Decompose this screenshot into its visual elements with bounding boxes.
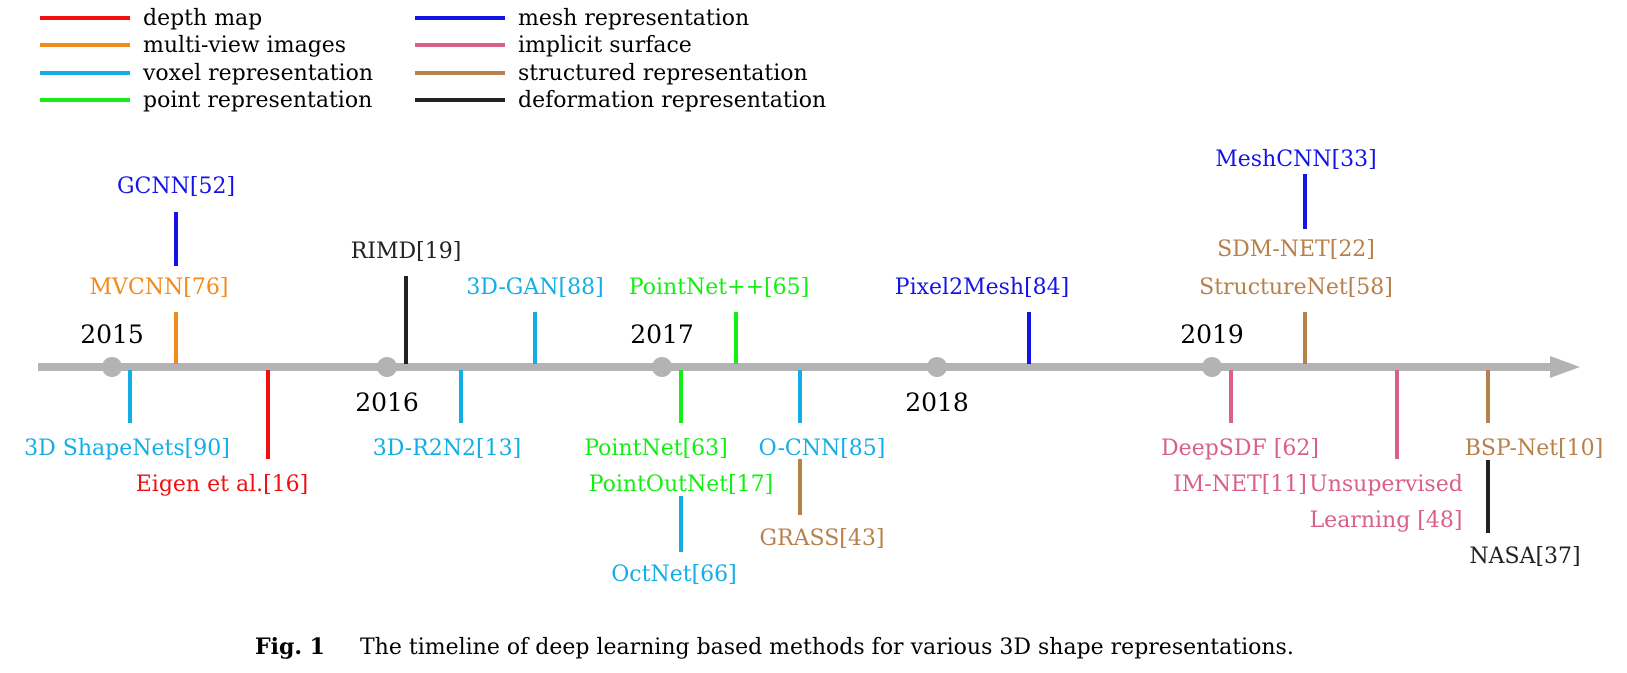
method-label-3d-shapenets: 3D ShapeNets[90] [24,436,230,461]
timeline-arrow-icon [1550,356,1580,378]
method-ticks [128,174,1490,552]
method-label-pointoutnet: PointOutNet[17] [589,472,774,497]
timeline-axis [38,356,1580,378]
caption-label: Fig. 1 [255,634,325,660]
legend-label-depth-map: depth map [143,6,262,31]
year-labels: 2015 2016 2017 2018 2019 [80,320,1244,417]
method-label-eigen: Eigen et al.[16] [136,472,309,497]
legend-label-mesh-representation: mesh representation [518,6,749,31]
method-label-nasa: NASA[37] [1469,544,1580,569]
year-label-2017: 2017 [630,320,694,349]
legend-label-structured-representation: structured representation [518,61,808,86]
method-label-rimd: RIMD[19] [351,239,462,264]
method-label-o-cnn: O-CNN[85] [759,436,886,461]
year-dot-2018 [927,357,947,377]
method-label-bsp-net: BSP-Net[10] [1465,436,1604,461]
method-label-structurenet: StructureNet[58] [1199,275,1393,300]
legend: depth map multi-view images voxel repres… [40,6,826,113]
method-label-3d-gan: 3D-GAN[88] [466,275,603,300]
method-label-sdm-net: SDM-NET[22] [1217,237,1375,262]
year-dot-2017 [652,357,672,377]
legend-label-multi-view-images: multi-view images [143,33,346,58]
method-label-meshcnn: MeshCNN[33] [1215,147,1377,172]
year-dot-2019 [1202,357,1222,377]
method-label-pointnet: PointNet[63] [584,436,727,461]
method-label-gcnn: GCNN[52] [117,174,235,199]
method-label-octnet: OctNet[66] [611,562,736,587]
method-labels: GCNN[52] MVCNN[76] 3D ShapeNets[90] Eige… [24,147,1603,587]
year-label-2018: 2018 [905,388,969,417]
legend-label-implicit-surface: implicit surface [518,33,692,58]
year-label-2015: 2015 [80,320,144,349]
year-dot-2015 [102,357,122,377]
figure-caption: Fig. 1 The timeline of deep learning bas… [255,634,1294,660]
method-label-pixel2mesh: Pixel2Mesh[84] [895,275,1069,300]
legend-label-deformation-representation: deformation representation [518,88,826,113]
method-label-unsupervised-1: Unsupervised [1309,472,1463,497]
method-label-grass: GRASS[43] [760,526,885,551]
year-label-2019: 2019 [1180,320,1244,349]
method-label-3d-r2n2: 3D-R2N2[13] [373,436,521,461]
year-label-2016: 2016 [355,388,419,417]
method-label-unsupervised-2: Learning [48] [1310,508,1463,533]
year-dot-2016 [377,357,397,377]
method-label-mvcnn: MVCNN[76] [90,275,229,300]
method-label-pointnet-pp: PointNet++[65] [629,275,809,300]
legend-label-voxel-representation: voxel representation [142,61,373,86]
method-label-im-net: IM-NET[11] [1173,472,1307,497]
legend-label-point-representation: point representation [143,88,372,113]
caption-text: The timeline of deep learning based meth… [360,635,1294,660]
method-label-deepsdf: DeepSDF [62] [1161,436,1319,461]
